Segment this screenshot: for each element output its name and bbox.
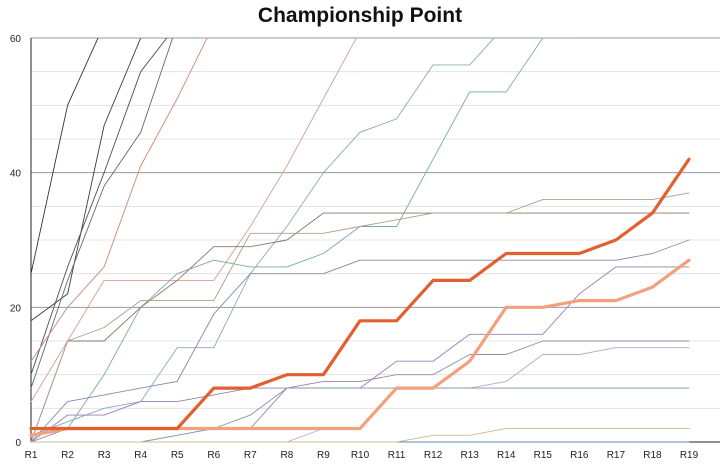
x-tick-label: R15 bbox=[534, 450, 553, 461]
series-line-5 bbox=[30, 38, 208, 362]
x-tick-label: R8 bbox=[280, 450, 293, 461]
x-tick-label: R5 bbox=[171, 450, 184, 461]
series-line-19 bbox=[29, 157, 691, 431]
series-line-15 bbox=[30, 387, 690, 443]
series-line-12 bbox=[30, 266, 690, 443]
x-tick-label: R12 bbox=[424, 450, 443, 461]
x-tick-label: R13 bbox=[460, 450, 479, 461]
x-tick-label: R1 bbox=[25, 450, 38, 461]
series-line-8 bbox=[30, 38, 580, 443]
series-line-9 bbox=[30, 212, 690, 443]
x-tick-label: R16 bbox=[570, 450, 589, 461]
series-line-6 bbox=[30, 38, 357, 403]
series-line-11 bbox=[30, 239, 690, 443]
x-tick-label: R19 bbox=[680, 450, 699, 461]
series-line-4 bbox=[30, 38, 174, 389]
x-tick-label: R6 bbox=[207, 450, 220, 461]
series-lines bbox=[29, 38, 691, 443]
grid-lines bbox=[31, 37, 720, 409]
tick-labels: 0 20 40 60 R1 R2 R3 R4 R5 R6 R7 R8 R9 R10 R11 R12 R13 R14… bbox=[10, 34, 699, 461]
x-tick-label: R14 bbox=[497, 450, 516, 461]
y-tick-label: 0 bbox=[15, 438, 21, 449]
x-tick-label: R4 bbox=[134, 450, 147, 461]
series-line-10 bbox=[30, 192, 690, 443]
x-tick-label: R18 bbox=[643, 450, 662, 461]
x-tick-label: R17 bbox=[607, 450, 626, 461]
x-tick-label: R9 bbox=[317, 450, 330, 461]
x-tick-label: R2 bbox=[61, 450, 74, 461]
x-tick-label: R11 bbox=[388, 450, 406, 461]
series-line-18 bbox=[29, 258, 691, 437]
series-line-7 bbox=[30, 38, 495, 436]
chart-title: Championship Point bbox=[257, 4, 463, 27]
x-tick-label: R10 bbox=[351, 450, 370, 461]
series-line-1 bbox=[30, 38, 99, 275]
series-line-3 bbox=[30, 38, 168, 376]
y-tick-label: 40 bbox=[10, 169, 22, 180]
series-line-17 bbox=[30, 428, 690, 443]
y-tick-label: 20 bbox=[10, 303, 22, 314]
x-tick-label: R7 bbox=[244, 450, 257, 461]
x-tick-label: R3 bbox=[98, 450, 111, 461]
y-tick-label: 60 bbox=[10, 34, 22, 45]
